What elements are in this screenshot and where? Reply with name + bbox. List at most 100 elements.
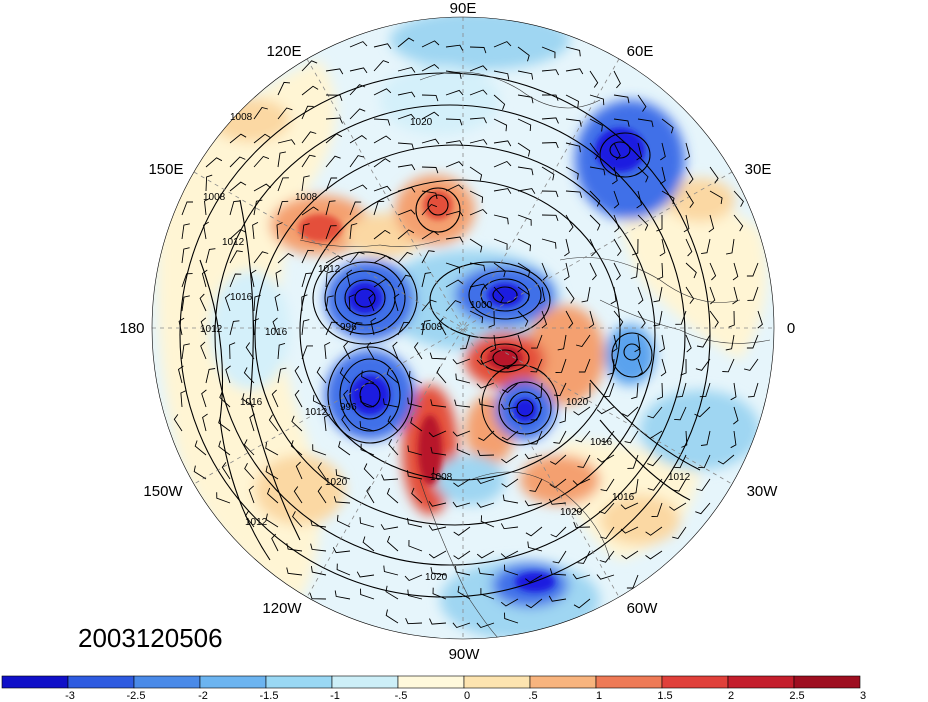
wind-barb	[295, 461, 303, 480]
wind-barb	[325, 321, 338, 336]
wind-barb	[550, 526, 567, 538]
wind-barb	[445, 236, 464, 243]
wind-barb	[621, 406, 639, 417]
wind-barb	[301, 131, 317, 144]
wind-barb	[421, 272, 432, 288]
wind-barb	[541, 214, 559, 222]
colorbar-box	[67, 675, 135, 689]
wind-barb	[438, 317, 447, 336]
wind-barb	[421, 299, 437, 312]
wind-barb	[413, 342, 423, 360]
wind-barb	[348, 294, 355, 312]
wind-barb	[265, 513, 279, 528]
wind-barb	[229, 156, 246, 168]
wind-barb	[382, 398, 399, 408]
wind-barb	[292, 511, 303, 528]
colorbar-box	[133, 675, 201, 689]
wind-barb	[541, 238, 557, 249]
wind-barb	[701, 238, 711, 255]
wind-barb	[181, 273, 193, 288]
wind-barb	[325, 94, 343, 102]
wind-barb	[324, 341, 331, 360]
lon-label-0: 0	[787, 320, 795, 337]
wind-barb	[421, 94, 439, 102]
wind-barb	[366, 342, 375, 360]
wind-barb	[201, 269, 208, 288]
colorbar-tick-label: -2	[198, 690, 208, 702]
wind-barb	[613, 142, 621, 161]
wind-barb	[589, 118, 603, 132]
wind-barb	[373, 255, 391, 264]
wind-barb	[589, 70, 599, 88]
wind-barb	[728, 310, 735, 328]
wind-barb	[549, 568, 567, 576]
wind-barb	[265, 442, 279, 456]
wind-barb	[645, 550, 663, 560]
wind-barb	[204, 197, 211, 216]
wind-barb	[301, 154, 316, 168]
wind-barb	[493, 262, 506, 278]
wind-barb	[229, 250, 243, 264]
wind-barb	[565, 166, 579, 180]
wind-barb	[636, 190, 643, 209]
wind-barb	[436, 366, 447, 384]
low-centre-6	[611, 332, 653, 378]
wind-barb	[589, 238, 597, 257]
wind-barb	[726, 238, 735, 255]
wind-barb	[205, 248, 216, 264]
wind-barb	[517, 166, 534, 176]
wind-barb	[469, 46, 487, 54]
wind-barb	[373, 158, 391, 168]
wind-barb	[502, 358, 519, 370]
wind-barb	[565, 190, 583, 198]
contour-label: 1008	[420, 322, 443, 333]
wind-barb	[397, 251, 413, 264]
wind-barb	[294, 389, 303, 408]
wind-barb	[360, 396, 375, 408]
wind-barb	[180, 390, 187, 408]
wind-barb	[312, 444, 327, 456]
wind-barb	[203, 221, 209, 240]
wind-barb	[407, 397, 423, 408]
contour-label: 1020	[566, 397, 589, 408]
wind-barb	[293, 486, 303, 504]
colorbar-box	[463, 675, 531, 689]
wind-barb	[277, 177, 289, 192]
wind-barb	[564, 238, 570, 257]
wind-barb	[672, 526, 687, 540]
wind-barb	[445, 184, 464, 192]
wind-barb	[577, 454, 591, 468]
wind-barb	[469, 65, 488, 72]
wind-barb	[243, 439, 255, 456]
wind-barb	[517, 70, 534, 80]
wind-barb	[229, 200, 240, 216]
wind-barb	[428, 430, 447, 438]
wind-barb	[181, 247, 190, 264]
wind-barb	[266, 487, 279, 504]
wind-barb	[333, 496, 351, 504]
wind-barb	[359, 421, 375, 432]
wind-barb	[469, 190, 484, 204]
wind-barb	[317, 486, 327, 504]
lon-label-60w: 60W	[627, 600, 659, 617]
colorbar-tick-label: .5	[528, 690, 537, 702]
wind-barb	[565, 118, 582, 127]
wind-barb	[599, 502, 615, 515]
wind-barb	[637, 310, 646, 328]
wind-barb	[661, 118, 674, 134]
wind-barb	[517, 238, 531, 252]
wind-barb	[469, 310, 484, 324]
wind-barb	[317, 462, 327, 480]
wind-barb	[361, 370, 375, 384]
wind-barb	[493, 140, 512, 147]
wind-barb	[493, 94, 506, 110]
wind-barb	[657, 262, 664, 280]
contour-label: 1020	[325, 477, 348, 488]
wind-barb	[277, 81, 291, 96]
lon-label-150w: 150W	[143, 483, 183, 500]
wind-barb	[747, 382, 759, 398]
colorbar-labels: -3 -2.5 -2 -1.5 -1 -.5 0 .5 1 1.5 2 2.5 …	[65, 690, 866, 702]
wind-barb	[469, 139, 488, 145]
wind-barb	[271, 533, 279, 552]
wind-barb	[325, 270, 333, 288]
